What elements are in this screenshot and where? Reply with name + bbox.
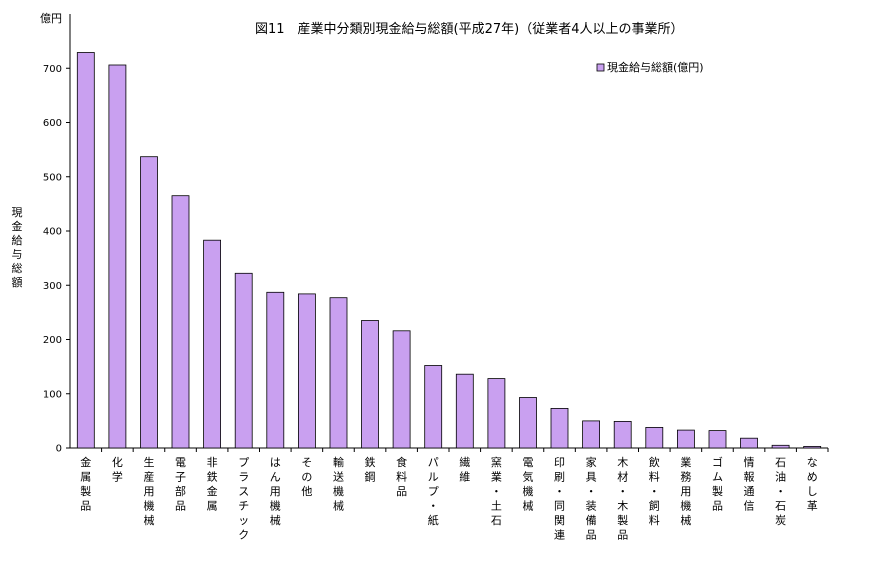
x-tick-label: 飲料・飼料 <box>649 455 660 527</box>
x-tick-label: なめし革 <box>807 456 818 513</box>
bar <box>645 426 664 449</box>
bar <box>519 397 537 449</box>
bar <box>297 293 316 449</box>
y-axis-title: 現金給与総額 <box>12 206 23 289</box>
bar <box>613 420 632 449</box>
x-tick-label: はん用機械 <box>270 456 281 527</box>
x-tick-label: 家具・装備品 <box>586 455 597 542</box>
y-tick-label: 300 <box>43 281 62 292</box>
x-tick-label: 情報通信 <box>744 456 755 513</box>
bar <box>455 373 474 449</box>
y-tick-label: 700 <box>43 64 62 75</box>
bar <box>329 297 348 449</box>
bar <box>266 291 285 449</box>
y-unit-label: 億円 <box>40 12 62 25</box>
bar <box>803 445 822 449</box>
chart-title: 図11 産業中分類別現金給与総額(平成27年)（従業者4人以上の事業所） <box>255 21 684 37</box>
bar <box>361 320 379 449</box>
bar <box>424 365 443 449</box>
x-tick-label: その他 <box>301 456 312 498</box>
x-tick-label: 繊維 <box>459 456 470 484</box>
x-tick-label: 印刷・同関連 <box>554 456 565 542</box>
x-tick-label: パルプ・紙 <box>428 456 439 527</box>
bar <box>677 429 695 449</box>
x-tick-label: 電子部品 <box>175 456 186 513</box>
x-tick-label: プラスチック <box>238 456 249 542</box>
x-tick-label: ゴム製品 <box>712 455 723 513</box>
bar <box>550 407 569 449</box>
x-tick-label: 石油・石炭 <box>775 456 786 527</box>
x-tick-label: 窯業・土石 <box>491 455 502 527</box>
bar <box>108 64 127 449</box>
axis-layer: 0 100 200 300 400 500 600 700 <box>43 14 829 455</box>
x-tick-label: 化学 <box>112 455 123 484</box>
y-tick-label: 200 <box>43 335 62 346</box>
y-tick-label: 500 <box>43 172 62 183</box>
x-tick-label: 鉄鋼 <box>365 455 376 484</box>
y-tick-label: 100 <box>43 389 62 400</box>
bar <box>76 52 95 449</box>
y-tick-label: 0 <box>56 444 62 455</box>
legend-swatch <box>596 63 605 72</box>
legend-label: 現金給与総額(億円) <box>607 60 704 74</box>
bars-layer <box>76 52 822 449</box>
x-tick-label: 金属製品 <box>80 455 91 513</box>
x-tick-label: 食料品 <box>396 455 407 498</box>
legend: 現金給与総額(億円) <box>596 60 704 74</box>
bar <box>140 156 158 449</box>
bar <box>708 430 727 449</box>
x-tick-label: 輸送機械 <box>333 455 344 513</box>
bar <box>487 378 506 449</box>
x-tick-label: 非鉄金属 <box>207 456 218 513</box>
bar <box>203 239 222 449</box>
y-tick-label: 400 <box>43 227 62 238</box>
x-tick-label: 電気機械 <box>523 456 534 513</box>
x-tick-label: 業務用機械 <box>680 456 691 527</box>
category-labels: 金属製品 化学 生産用機械 電子部品 非鉄金属 プラスチック はん用機械 その他 輸送機械 鉄鋼食… <box>80 455 817 542</box>
bar <box>392 330 411 449</box>
bar <box>771 444 790 449</box>
bar <box>582 420 600 449</box>
bar <box>740 437 758 449</box>
y-tick-label: 600 <box>43 118 62 129</box>
x-tick-label: 生産用機械 <box>144 455 155 527</box>
x-tick-label: 木材・木製品 <box>617 456 628 542</box>
bar <box>234 272 253 449</box>
bar <box>171 195 190 449</box>
